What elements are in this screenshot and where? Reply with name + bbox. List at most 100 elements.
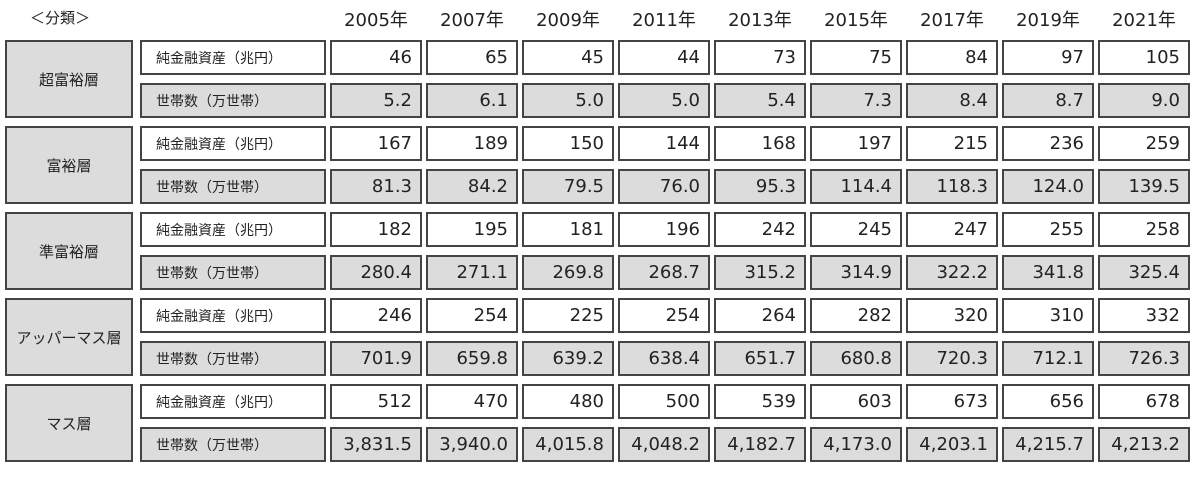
value-cell: 245 [810,212,902,247]
value-cell: 225 [522,298,614,333]
value-cell: 4,182.7 [714,427,806,462]
value-cell: 4,203.1 [906,427,998,462]
value-cell: 84.2 [426,169,518,204]
row-label: 世帯数（万世帯） [140,341,326,376]
row-label: 世帯数（万世帯） [140,169,326,204]
value-cell: 280.4 [330,255,422,290]
value-cell: 44 [618,40,710,75]
value-cell: 659.8 [426,341,518,376]
value-cell: 4,173.0 [810,427,902,462]
value-cell: 268.7 [618,255,710,290]
row-label: 純金融資産（兆円） [140,126,326,161]
value-cell: 124.0 [1002,169,1094,204]
value-cell: 8.7 [1002,83,1094,118]
category-cell: 超富裕層 [5,40,133,118]
value-cell: 168 [714,126,806,161]
value-cell: 79.5 [522,169,614,204]
value-cell: 8.4 [906,83,998,118]
value-cell: 236 [1002,126,1094,161]
year-header: 2013年 [728,10,792,31]
value-cell: 315.2 [714,255,806,290]
value-cell: 197 [810,126,902,161]
value-cell: 320 [906,298,998,333]
value-cell: 247 [906,212,998,247]
value-cell: 84 [906,40,998,75]
value-cell: 259 [1098,126,1190,161]
value-cell: 264 [714,298,806,333]
value-cell: 196 [618,212,710,247]
value-cell: 726.3 [1098,341,1190,376]
value-cell: 118.3 [906,169,998,204]
value-cell: 4,213.2 [1098,427,1190,462]
row-label: 世帯数（万世帯） [140,255,326,290]
value-cell: 7.3 [810,83,902,118]
value-cell: 95.3 [714,169,806,204]
value-cell: 254 [618,298,710,333]
value-cell: 512 [330,384,422,419]
value-cell: 5.0 [618,83,710,118]
value-cell: 639.2 [522,341,614,376]
value-cell: 341.8 [1002,255,1094,290]
value-cell: 271.1 [426,255,518,290]
value-cell: 4,015.8 [522,427,614,462]
value-cell: 150 [522,126,614,161]
value-cell: 167 [330,126,422,161]
value-cell: 480 [522,384,614,419]
value-cell: 189 [426,126,518,161]
value-cell: 656 [1002,384,1094,419]
year-header: 2011年 [632,10,696,31]
value-cell: 5.4 [714,83,806,118]
value-cell: 255 [1002,212,1094,247]
value-cell: 195 [426,212,518,247]
value-cell: 603 [810,384,902,419]
row-label: 純金融資産（兆円） [140,212,326,247]
year-header: 2009年 [536,10,600,31]
value-cell: 3,831.5 [330,427,422,462]
value-cell: 81.3 [330,169,422,204]
value-cell: 470 [426,384,518,419]
value-cell: 246 [330,298,422,333]
year-header: 2015年 [824,10,888,31]
value-cell: 4,215.7 [1002,427,1094,462]
category-cell: マス層 [5,384,133,462]
value-cell: 5.2 [330,83,422,118]
row-label: 世帯数（万世帯） [140,427,326,462]
value-cell: 139.5 [1098,169,1190,204]
category-cell: 準富裕層 [5,212,133,290]
value-cell: 3,940.0 [426,427,518,462]
value-cell: 314.9 [810,255,902,290]
value-cell: 254 [426,298,518,333]
value-cell: 539 [714,384,806,419]
value-cell: 720.3 [906,341,998,376]
value-cell: 325.4 [1098,255,1190,290]
value-cell: 105 [1098,40,1190,75]
value-cell: 678 [1098,384,1190,419]
value-cell: 712.1 [1002,341,1094,376]
year-header: 2019年 [1016,10,1080,31]
value-cell: 242 [714,212,806,247]
value-cell: 258 [1098,212,1190,247]
row-label: 純金融資産（兆円） [140,40,326,75]
value-cell: 114.4 [810,169,902,204]
value-cell: 500 [618,384,710,419]
value-cell: 680.8 [810,341,902,376]
value-cell: 46 [330,40,422,75]
value-cell: 182 [330,212,422,247]
value-cell: 701.9 [330,341,422,376]
value-cell: 282 [810,298,902,333]
value-cell: 4,048.2 [618,427,710,462]
header-label: ＜分類＞ [29,8,90,27]
value-cell: 75 [810,40,902,75]
value-cell: 76.0 [618,169,710,204]
value-cell: 651.7 [714,341,806,376]
value-cell: 215 [906,126,998,161]
value-cell: 9.0 [1098,83,1190,118]
value-cell: 5.0 [522,83,614,118]
value-cell: 6.1 [426,83,518,118]
value-cell: 673 [906,384,998,419]
value-cell: 73 [714,40,806,75]
year-header: 2007年 [440,10,504,31]
year-header: 2005年 [344,10,408,31]
value-cell: 322.2 [906,255,998,290]
value-cell: 269.8 [522,255,614,290]
